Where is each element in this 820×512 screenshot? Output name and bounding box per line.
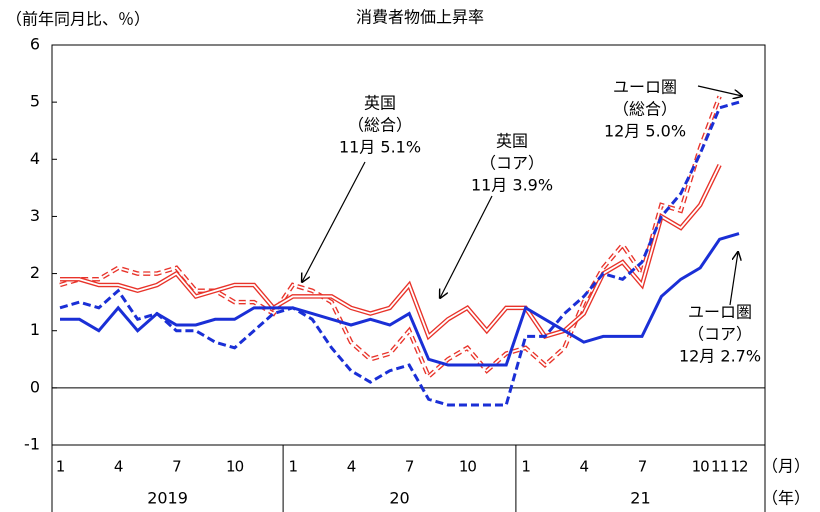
group-label: 21 xyxy=(630,489,650,508)
series-line-inner xyxy=(60,164,721,338)
annotation: 英国 xyxy=(364,94,396,113)
x-tick-label: 4 xyxy=(580,458,589,476)
y-tick-label: 5 xyxy=(30,92,40,111)
annotation: 英国 xyxy=(496,132,528,151)
annotation: （コア） xyxy=(480,154,544,173)
annotation: （総合） xyxy=(613,100,677,119)
x-tick-label: 7 xyxy=(638,458,647,476)
plot-frame xyxy=(51,44,766,446)
arrow xyxy=(729,252,738,306)
y-tick-label: -1 xyxy=(24,435,40,454)
y-tick-label: 2 xyxy=(30,263,40,282)
x-tick-label: 4 xyxy=(347,458,356,476)
x-tick-label: 10 xyxy=(692,458,710,476)
group-label: 20 xyxy=(389,489,409,508)
x-axis-label: （月） xyxy=(762,457,810,476)
annotation: （総合） xyxy=(348,116,412,135)
annotation: 12月 2.7% xyxy=(679,347,761,366)
annotation: ユーロ圏 xyxy=(688,303,752,322)
x-tick-label: 1 xyxy=(289,458,298,476)
group-axis-label: （年） xyxy=(762,489,810,508)
x-tick-label: 1 xyxy=(521,458,530,476)
x-tick-label: 7 xyxy=(405,458,414,476)
series-line xyxy=(60,232,740,367)
annotation: 11月 3.9% xyxy=(471,176,553,195)
group-label: 2019 xyxy=(147,489,188,508)
x-tick-label: 10 xyxy=(459,458,477,476)
annotation: ユーロ圏 xyxy=(613,78,677,97)
x-tick-label: 10 xyxy=(226,458,244,476)
annotation: （コア） xyxy=(688,325,752,344)
annotation: 11月 5.1% xyxy=(339,138,421,157)
y-tick-label: 3 xyxy=(30,206,40,225)
y-tick-label: 0 xyxy=(30,377,40,396)
arrow xyxy=(697,85,742,96)
series-line xyxy=(59,100,740,407)
x-tick-label: 11 xyxy=(711,458,729,476)
series-line-inner xyxy=(59,96,721,378)
arrow xyxy=(440,195,493,298)
x-tick-label: 1 xyxy=(56,458,65,476)
x-tick-label: 7 xyxy=(172,458,181,476)
arrow xyxy=(302,161,366,282)
chart-title: 消費者物価上昇率 xyxy=(356,8,484,27)
y-tick-label: 6 xyxy=(30,35,40,54)
annotation: 12月 5.0% xyxy=(604,122,686,141)
y-axis-label: （前年同月比、％） xyxy=(6,10,150,29)
y-tick-label: 4 xyxy=(30,149,40,168)
y-tick-label: 1 xyxy=(30,320,40,339)
x-tick-label: 4 xyxy=(114,458,123,476)
x-tick-label: 12 xyxy=(730,458,748,476)
